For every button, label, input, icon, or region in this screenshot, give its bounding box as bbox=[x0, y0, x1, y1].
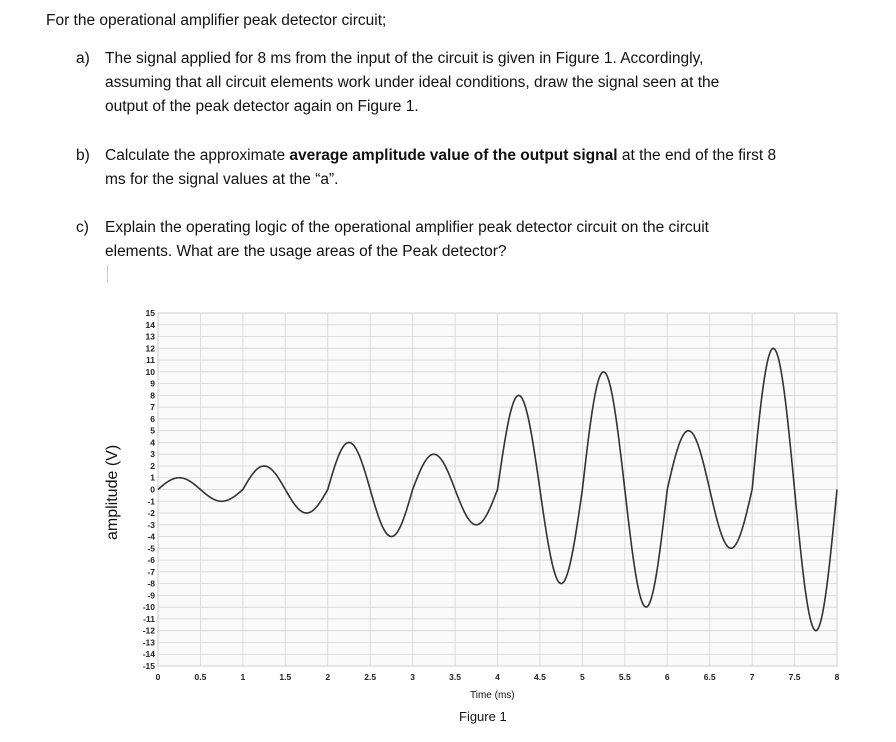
question-b-line2: ms for the signal values at the “a”. bbox=[105, 171, 339, 188]
x-tick-label: 3.5 bbox=[449, 672, 461, 682]
question-a-line3: output of the peak detector again on Fig… bbox=[105, 98, 419, 115]
y-tick-label: -15 bbox=[143, 661, 156, 671]
y-tick-label: 11 bbox=[146, 355, 155, 365]
y-tick-label: -4 bbox=[147, 532, 155, 542]
y-tick-label: 3 bbox=[150, 449, 155, 459]
y-tick-label: -1 bbox=[147, 496, 155, 506]
x-tick-label: 1.5 bbox=[279, 672, 291, 682]
y-tick-label: -14 bbox=[143, 649, 156, 659]
y-tick-label: -5 bbox=[147, 543, 155, 553]
y-tick-label: -10 bbox=[143, 602, 156, 612]
x-tick-label: 7 bbox=[750, 672, 755, 682]
question-b-pre: Calculate the approximate bbox=[105, 147, 290, 164]
x-tick-label: 6.5 bbox=[704, 672, 716, 682]
x-tick-label: 5 bbox=[580, 672, 585, 682]
x-tick-label: 8 bbox=[835, 672, 840, 682]
question-a-text: The signal applied for 8 ms from the inp… bbox=[105, 47, 845, 119]
y-tick-label: 12 bbox=[146, 343, 156, 353]
question-c-letter: c) bbox=[76, 219, 89, 236]
y-tick-label: 2 bbox=[150, 461, 155, 471]
question-b-line1: Calculate the approximate average amplit… bbox=[105, 144, 845, 168]
y-tick-label: 1 bbox=[150, 473, 155, 483]
x-tick-label: 2 bbox=[325, 672, 330, 682]
y-tick-label: -13 bbox=[143, 637, 156, 647]
y-tick-label: 9 bbox=[150, 379, 155, 389]
y-tick-label: -6 bbox=[147, 555, 155, 565]
question-b-letter: b) bbox=[76, 147, 90, 164]
y-axis-label: amplitude (V) bbox=[104, 444, 121, 540]
amplitude-time-chart: 1514131211109876543210-1-2-3-4-5-6-7-8-9… bbox=[143, 308, 840, 682]
question-b-bold: average amplitude value of the output si… bbox=[289, 147, 618, 164]
figure-caption: Figure 1 bbox=[459, 709, 507, 724]
y-tick-label: 10 bbox=[146, 367, 156, 377]
y-tick-label: 4 bbox=[150, 437, 155, 447]
x-tick-label: 2.5 bbox=[364, 672, 376, 682]
question-c-text: Explain the operating logic of the opera… bbox=[105, 216, 845, 288]
x-tick-label: 0.5 bbox=[195, 672, 207, 682]
y-tick-label: -3 bbox=[147, 520, 155, 530]
x-axis-label: Time (ms) bbox=[470, 690, 515, 701]
x-tick-label: 5.5 bbox=[619, 672, 631, 682]
signal-line bbox=[157, 347, 838, 632]
x-tick-label: 4 bbox=[495, 672, 500, 682]
intro-text: For the operational amplifier peak detec… bbox=[46, 12, 387, 29]
question-a-letter: a) bbox=[76, 50, 90, 67]
y-tick-label: 15 bbox=[146, 308, 156, 318]
x-tick-label: 0 bbox=[156, 672, 161, 682]
question-a-line2: assuming that all circuit elements work … bbox=[105, 74, 720, 91]
y-tick-label: -11 bbox=[143, 614, 155, 624]
y-tick-label: 5 bbox=[150, 426, 155, 436]
y-tick-label: -12 bbox=[143, 626, 156, 636]
y-tick-label: -8 bbox=[147, 579, 155, 589]
y-tick-label: -2 bbox=[147, 508, 155, 518]
x-tick-label: 4.5 bbox=[534, 672, 546, 682]
y-tick-label: 0 bbox=[150, 485, 155, 495]
y-tick-label: 8 bbox=[150, 390, 155, 400]
x-tick-label: 1 bbox=[241, 672, 246, 682]
question-b-text: Calculate the approximate average amplit… bbox=[105, 144, 845, 192]
question-b-post: at the end of the first 8 bbox=[617, 147, 777, 164]
x-tick-label: 7.5 bbox=[789, 672, 801, 682]
y-tick-label: -7 bbox=[147, 567, 155, 577]
y-tick-label: -9 bbox=[147, 590, 155, 600]
x-tick-label: 3 bbox=[410, 672, 415, 682]
y-tick-label: 7 bbox=[150, 402, 155, 412]
y-tick-label: 14 bbox=[146, 320, 156, 330]
question-c-line2: elements. What are the usage areas of th… bbox=[105, 243, 507, 260]
question-c-line1: Explain the operating logic of the opera… bbox=[105, 219, 709, 236]
question-a-line1: The signal applied for 8 ms from the inp… bbox=[105, 50, 704, 67]
x-tick-label: 6 bbox=[665, 672, 670, 682]
y-tick-label: 6 bbox=[150, 414, 155, 424]
y-tick-label: 13 bbox=[146, 332, 156, 342]
